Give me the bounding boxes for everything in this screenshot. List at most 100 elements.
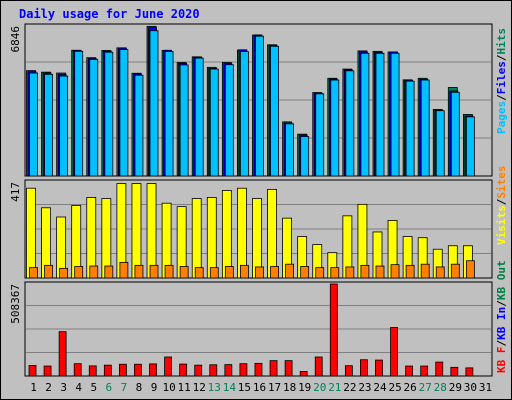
legend-separator: / [495,198,508,205]
x-tick-label-9: 9 [151,381,158,394]
panel-1-legend: Pages/Files/Hits [495,28,508,134]
x-tick-label-19: 19 [298,381,311,394]
sites-bar-15 [240,264,249,279]
x-tick-label-25: 25 [388,381,401,394]
kbf-bar-29 [450,366,459,377]
kbf-bar-8 [134,363,142,377]
sites-bar-10 [164,264,174,279]
pages-bar-20 [315,93,325,177]
legend-kb-out: KB Out [495,260,508,300]
pages-bar-30 [465,116,475,177]
pages-bar-25 [390,52,400,177]
pages-bar-21 [330,79,340,177]
sites-bar-14 [224,266,234,279]
sites-bar-25 [390,264,400,279]
kbf-bar-24 [375,359,383,377]
kbf-bar-22 [344,365,353,377]
x-tick-label-4: 4 [75,381,82,394]
kbf-bar-1 [28,365,37,377]
pages-bar-8 [134,74,144,177]
sites-bar-28 [435,266,445,279]
sites-bar-2 [44,264,53,279]
kbf-bar-14 [224,364,233,377]
legend-pages: Pages [495,101,508,134]
x-tick-label-22: 22 [343,381,356,394]
kbf-bar-21 [329,283,338,377]
kbf-bar-20 [314,356,323,377]
x-tick-label-3: 3 [60,381,67,394]
visits-bar-12 [191,198,202,279]
x-tick-label-18: 18 [283,381,296,394]
visits-bar-8 [131,183,142,279]
kbf-bar-5 [88,365,97,377]
x-tick-label-5: 5 [90,381,97,394]
visits-bar-14 [221,190,232,279]
x-tick-label-30: 30 [464,381,477,394]
sites-bar-19 [300,266,310,279]
kbf-bar-10 [164,356,172,377]
visits-bar-15 [237,187,247,279]
sites-bar-26 [405,264,415,279]
legend-kb-in: KB In [495,307,508,340]
x-tick-label-27: 27 [419,381,432,394]
x-tick-label-28: 28 [434,381,447,394]
legend-hits: Hits [495,28,508,55]
sites-bar-3 [59,267,69,279]
kbf-bar-13 [209,364,218,377]
pages-bar-5 [89,59,99,177]
pages-bar-18 [285,123,294,177]
x-tick-label-10: 10 [162,381,175,394]
panel-2-legend: Visits/Sites [495,166,508,246]
sites-bar-16 [255,266,264,279]
sites-bar-20 [315,267,325,279]
kbf-bar-12 [194,364,203,377]
kbf-bar-17 [269,360,278,377]
kbf-bar-11 [179,363,188,377]
sites-bar-24 [375,265,385,279]
sites-bar-6 [104,265,114,279]
x-tick-label-31: 31 [479,381,492,394]
sites-bar-4 [74,266,84,279]
sites-bar-23 [360,264,370,279]
pages-bar-7 [119,49,129,177]
sites-bar-29 [450,263,460,279]
x-tick-label-6: 6 [106,381,113,394]
visits-bar-17 [267,188,277,279]
sites-bar-9 [149,264,159,279]
sites-bar-30 [465,260,475,279]
x-tick-label-26: 26 [404,381,417,394]
legend-sites: Sites [495,166,508,199]
pages-bar-9 [149,30,159,177]
x-tick-label-11: 11 [178,381,191,394]
legend-visits: Visits [495,205,508,245]
kbf-bar-19 [299,371,308,377]
pages-bar-15 [240,51,249,177]
pages-bar-19 [300,136,310,177]
legend-separator: / [495,54,508,61]
x-tick-label-16: 16 [253,381,266,394]
pages-bar-16 [255,35,264,177]
x-tick-label-1: 1 [30,381,37,394]
pages-bar-14 [224,64,234,177]
kbf-bar-18 [284,360,293,377]
pages-bar-28 [435,110,445,177]
pages-bar-3 [59,75,69,177]
pages-bar-27 [420,79,430,177]
pages-bar-23 [360,52,370,177]
x-tick-label-20: 20 [313,381,326,394]
kbf-bar-9 [149,363,157,377]
pages-bar-1 [29,72,38,177]
kbf-bar-3 [58,331,67,377]
x-tick-label-17: 17 [268,381,281,394]
legend-separator: / [495,94,508,101]
kbf-bar-4 [73,363,82,377]
visits-bar-16 [252,198,262,279]
kbf-bar-26 [405,365,414,377]
pages-bar-11 [179,64,189,177]
x-tick-label-24: 24 [373,381,387,394]
sites-bar-8 [134,264,144,279]
x-tick-label-21: 21 [328,381,341,394]
pages-bar-17 [270,45,279,177]
kbf-bar-30 [465,367,474,377]
